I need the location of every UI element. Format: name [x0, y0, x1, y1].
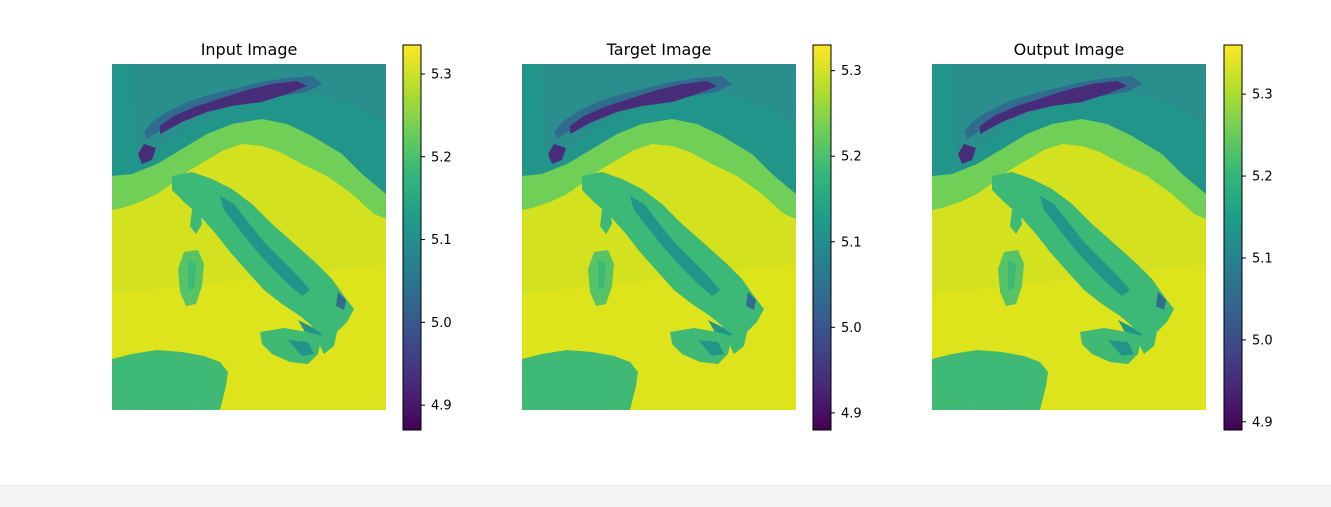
colorbar-tick-label: 4.9 — [841, 406, 862, 421]
colorbar-scale — [812, 44, 832, 431]
colorbar-tick-label: 5.3 — [431, 67, 452, 82]
heatmap-region — [160, 81, 307, 134]
heatmap-region — [116, 360, 212, 404]
heatmap-region — [220, 196, 310, 296]
heatmap-region — [992, 172, 1174, 354]
colorbar-tick-label: 5.3 — [1252, 88, 1273, 103]
heatmap-region — [542, 64, 796, 156]
heatmap-region — [746, 292, 756, 310]
heatmap-region — [288, 340, 314, 356]
colorbar: 4.9 5.0 5.1 5.2 5.3 — [1223, 44, 1273, 431]
colorbar-tick-label: 5.2 — [1252, 170, 1273, 185]
colorbar-tick-label: 5.0 — [841, 321, 862, 336]
colorbar-tick-label: 5.0 — [1252, 333, 1273, 348]
heatmap-image — [112, 64, 386, 410]
colorbar-scale — [402, 44, 422, 431]
heatmap-region — [526, 360, 622, 404]
colorbar-tick-label: 5.1 — [1252, 251, 1273, 266]
heatmap-region — [630, 196, 720, 296]
colorbar-tick-label: 5.1 — [841, 235, 862, 250]
heatmap-image — [932, 64, 1206, 410]
heatmap-image — [522, 64, 796, 410]
colorbar: 4.9 5.0 5.1 5.2 5.3 — [812, 44, 862, 431]
colorbar-tick-label: 5.3 — [841, 64, 862, 79]
heatmap-region — [582, 172, 764, 354]
heatmap-region — [600, 208, 612, 234]
heatmap-region — [1108, 340, 1134, 356]
colorbar: 4.9 5.0 5.1 5.2 5.3 — [402, 44, 452, 431]
heatmap-region — [172, 172, 354, 354]
panel-title: Output Image — [1014, 40, 1125, 59]
panel-title: Target Image — [606, 40, 712, 59]
panel-1: Input Image 4.9 5.0 5.1 5.2 5.3 — [112, 40, 452, 431]
colorbar-tick-label: 5.1 — [431, 233, 452, 248]
colorbar-tick-label: 5.2 — [431, 150, 452, 165]
heatmap-region — [1040, 196, 1130, 296]
heatmap-region — [936, 360, 1032, 404]
heatmap-region — [598, 260, 606, 290]
colorbar-tick-label: 4.9 — [1252, 415, 1273, 430]
heatmap-region — [138, 144, 156, 164]
heatmap-region — [1156, 292, 1166, 310]
figure-canvas: Input Image 4.9 5.0 5.1 5.2 5.3 Target Image 4.… — [112, 40, 1273, 431]
heatmap-region — [958, 144, 976, 164]
heatmap-region — [698, 340, 724, 356]
heatmap-region — [548, 144, 566, 164]
page-footer-bar — [0, 485, 1331, 507]
heatmap-region — [188, 260, 196, 290]
panel-title: Input Image — [201, 40, 298, 59]
panel-3: Output Image 4.9 5.0 5.1 5.2 5.3 — [932, 40, 1273, 431]
heatmap-region — [952, 64, 1206, 156]
colorbar-scale — [1223, 44, 1243, 431]
heatmap-region — [980, 81, 1127, 134]
panel-2: Target Image 4.9 5.0 5.1 5.2 5.3 — [522, 40, 862, 431]
heatmap-region — [1008, 260, 1016, 290]
heatmap-region — [132, 64, 386, 156]
colorbar-tick-label: 5.2 — [841, 150, 862, 165]
heatmap-region — [190, 208, 202, 234]
colorbar-tick-label: 4.9 — [431, 399, 452, 414]
colorbar-tick-label: 5.0 — [431, 316, 452, 331]
heatmap-region — [336, 292, 346, 310]
heatmap-region — [570, 81, 717, 134]
heatmap-region — [1010, 208, 1022, 234]
